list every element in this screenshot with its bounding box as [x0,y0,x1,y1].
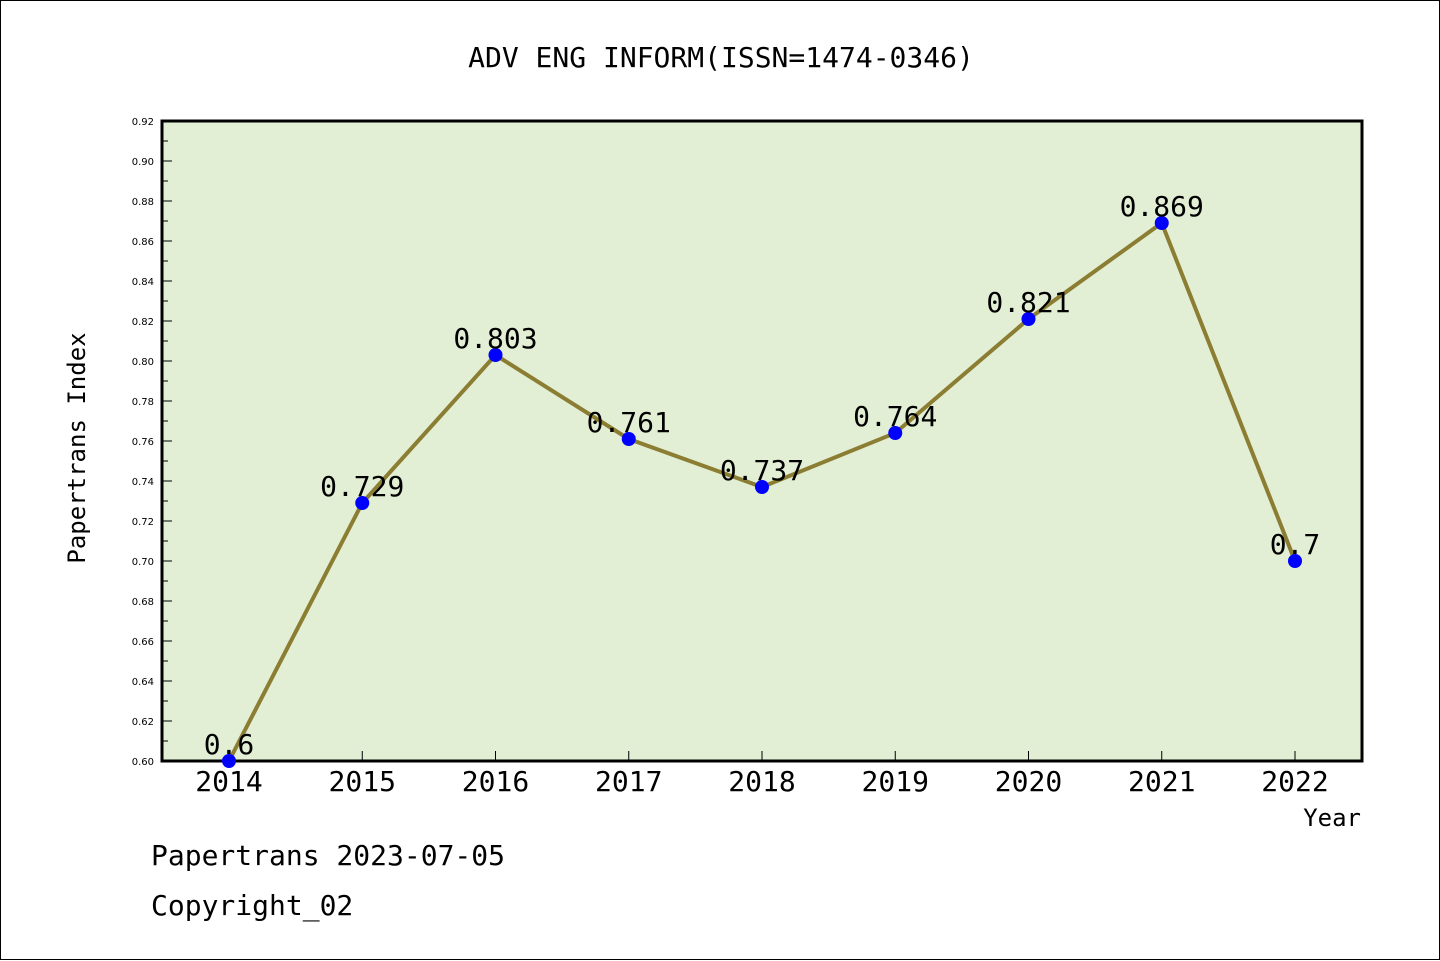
footer-source: Papertrans 2023-07-05 [151,839,505,872]
data-label: 0.729 [320,470,404,503]
y-tick-label: 0.92 [132,117,154,128]
chart-title: ADV ENG INFORM(ISSN=1474-0346) [468,41,974,74]
data-label: 0.6 [204,728,255,761]
x-axis-label: Year [1303,804,1361,832]
y-tick-label: 0.86 [132,237,154,248]
y-tick-label: 0.90 [132,157,154,168]
x-tick-label: 2016 [462,765,529,798]
footer-copyright: Copyright_02 [151,889,353,923]
x-tick-label: 2017 [595,765,662,798]
data-point [488,348,503,362]
data-point [755,480,769,494]
data-point [1154,216,1169,230]
x-tick-label: 2014 [195,765,262,798]
x-tick-label: 2022 [1261,765,1328,798]
y-tick-label: 0.88 [132,197,154,208]
y-tick-label: 0.72 [132,517,154,528]
data-label: 0.821 [986,286,1070,319]
y-tick-label: 0.76 [132,437,154,448]
x-tick-label: 2019 [862,765,929,798]
y-tick-label: 0.82 [132,317,154,328]
data-point [1288,554,1302,568]
data-point [222,754,236,768]
y-tick-label: 0.80 [132,357,154,368]
series-layer: 0.6 0.729 0.803 0.761 0.737 0.764 0.821 0.869 0.… [204,190,1321,768]
x-tick-label: 2021 [1128,765,1195,798]
data-point [621,432,636,446]
y-tick-label: 0.70 [132,557,154,568]
x-tick-label: 2015 [329,765,396,798]
y-axis-label: Papertrans Index [63,332,91,563]
x-tick-label: 2020 [995,765,1062,798]
y-axis: 0.60 0.62 0.64 0.66 0.68 0.70 0.72 0.74 0.76 0.78… [132,117,172,768]
data-point [355,496,370,510]
data-label: 0.803 [453,322,537,355]
y-tick-label: 0.60 [132,757,154,768]
y-tick-label: 0.64 [132,677,154,688]
data-point [1021,312,1036,326]
data-label: 0.764 [853,400,937,433]
y-tick-label: 0.84 [132,277,154,288]
x-tick-label: 2018 [728,765,795,798]
y-tick-label: 0.78 [132,397,154,408]
y-tick-label: 0.74 [132,477,154,488]
y-tick-label: 0.62 [132,717,154,728]
data-label: 0.761 [587,406,671,439]
data-label: 0.869 [1120,190,1204,223]
data-label: 0.7 [1270,528,1321,561]
y-tick-label: 0.68 [132,597,154,608]
y-tick-label: 0.66 [132,637,154,648]
data-point [888,426,903,440]
x-axis: 2014 2015 2016 2017 2018 2019 2020 2021 2022 [195,751,1329,798]
data-label: 0.737 [720,454,804,487]
